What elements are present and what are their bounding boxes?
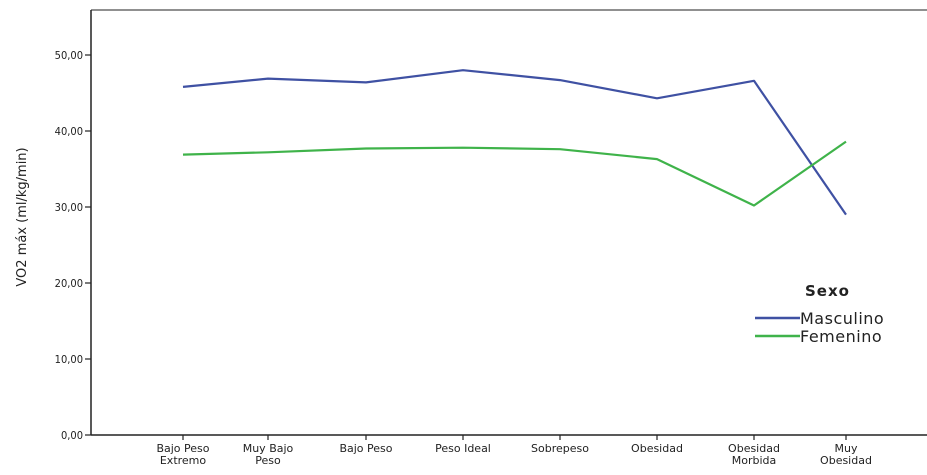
x-tick-label: Bajo Peso (339, 442, 392, 455)
y-tick-label: 30,00 (55, 201, 83, 214)
y-axis-title: VO2 máx (ml/kg/min) (15, 147, 30, 286)
x-tick-label: Obesidad (631, 442, 683, 455)
y-axis-ticks: 0,00 10,00 20,00 30,00 40,00 50,00 (55, 49, 91, 442)
legend-title: Sexo (805, 282, 850, 300)
x-tick-label: Muy Obesidad (820, 442, 872, 467)
axes (90, 9, 927, 436)
series-layer (182, 69, 847, 216)
y-tick-label: 40,00 (55, 125, 83, 138)
x-tick-label: Sobrepeso (531, 442, 589, 455)
legend-label-femenino: Femenino (800, 327, 882, 346)
y-tick-label: 0,00 (61, 429, 83, 442)
y-tick-label: 20,00 (55, 277, 83, 290)
x-tick-label: Muy Bajo Peso (243, 442, 294, 467)
x-axis-ticks: Bajo Peso Extremo Muy Bajo Peso Bajo Peso Pes… (156, 435, 872, 467)
y-tick-label: 10,00 (55, 353, 83, 366)
y-tick-label: 50,00 (55, 49, 83, 62)
series-line-femenino (182, 140, 847, 207)
x-tick-label: Obesidad Morbida (728, 442, 780, 467)
series-line-masculino (182, 69, 847, 216)
x-tick-label: Bajo Peso Extremo (156, 442, 209, 467)
x-tick-label: Peso Ideal (435, 442, 491, 455)
legend-label-masculino: Masculino (800, 309, 884, 328)
